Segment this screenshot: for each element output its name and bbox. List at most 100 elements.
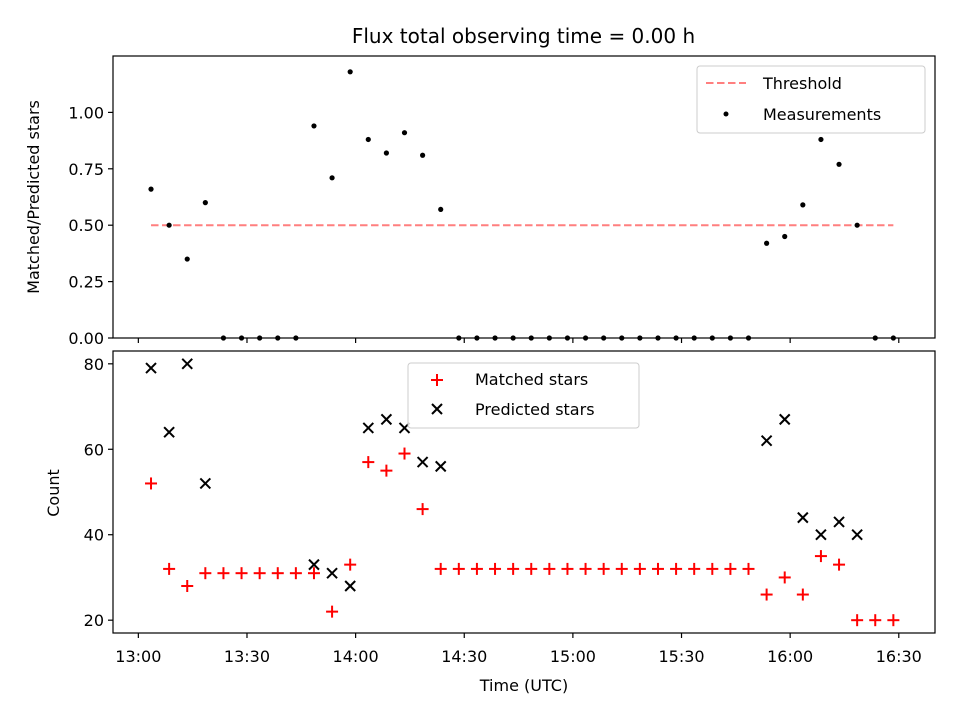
- matched-star-point: [489, 562, 502, 575]
- measurement-point: [347, 69, 353, 75]
- predicted-star-stroke: [362, 422, 374, 434]
- chart-title: Flux total observing time = 0.00 h: [352, 24, 695, 48]
- measurement-point: [383, 150, 389, 156]
- bottom-axes-frame: [112, 350, 936, 634]
- measurement-point: [438, 206, 444, 213]
- predicted-star-stroke: [145, 362, 157, 374]
- matched-star-point: [778, 571, 791, 584]
- matched-star-point: [326, 605, 339, 618]
- predicted-star-point: [163, 426, 175, 438]
- measurement-point: [401, 130, 408, 136]
- bottom-y-tick-label: 60: [84, 440, 104, 459]
- predicted-star-point: [416, 456, 429, 468]
- predicted-star-point: [344, 580, 356, 592]
- matched-star-point: [814, 550, 827, 563]
- bottom-y-tick-label: 80: [84, 355, 104, 374]
- bottom-y-tick-label: 40: [84, 526, 104, 545]
- predicted-star-point: [435, 460, 447, 473]
- matched-star-point: [706, 562, 719, 575]
- x-tick-label: 13:30: [224, 647, 270, 666]
- matched-star-point: [199, 567, 212, 580]
- matched-star-point: [289, 567, 302, 580]
- predicted-star-point: [362, 422, 374, 434]
- matched-star-point: [615, 562, 628, 575]
- measurement-point: [854, 222, 860, 228]
- matched-star-point: [579, 562, 592, 575]
- x-tick-label: 13:00: [115, 647, 161, 666]
- measurement-point: [836, 161, 842, 167]
- matched-star-point: [724, 562, 737, 575]
- bottom-y-ticks: 20 40 60 80: [84, 355, 113, 630]
- measurement-point: [311, 123, 317, 129]
- predicted-star-point: [145, 362, 157, 374]
- predicted-star-stroke: [760, 435, 773, 447]
- x-tick-label: 16:30: [876, 647, 922, 666]
- legend-threshold-label: Threshold: [762, 74, 842, 93]
- measurement-point: [800, 202, 806, 208]
- predicted-star-point: [779, 413, 791, 426]
- predicted-star-stroke: [163, 426, 175, 438]
- measurement-point: [148, 186, 154, 192]
- legend-measurements-label: Measurements: [763, 105, 881, 124]
- predicted-star-stroke: [833, 516, 845, 528]
- measurement-point: [782, 233, 788, 240]
- predicted-star-stroke: [326, 567, 338, 579]
- predicted-star-point: [833, 516, 845, 528]
- matched-star-point: [434, 562, 447, 575]
- top-axes-frame: [112, 55, 936, 339]
- legend-predicted-swatch: [431, 403, 443, 415]
- measurement-point: [329, 175, 335, 181]
- matched-star-point: [760, 588, 773, 601]
- matched-stars-series: [145, 447, 900, 627]
- matched-star-point: [688, 562, 701, 575]
- measurement-point: [202, 200, 208, 206]
- predicted-star-stroke: [199, 477, 212, 490]
- measurement-point: [166, 222, 172, 228]
- top-x-ticks: [137, 338, 900, 343]
- top-y-tick-label: 1.00: [68, 103, 104, 122]
- matched-star-point: [253, 567, 266, 580]
- top-legend: Threshold Measurements: [696, 65, 926, 134]
- matched-star-point: [362, 456, 375, 469]
- matched-star-point: [796, 588, 809, 601]
- predicted-star-point: [308, 558, 320, 571]
- matched-star-point: [344, 558, 357, 571]
- matched-star-point: [307, 567, 320, 580]
- top-y-axis-label: Matched/Predicted stars: [24, 100, 43, 294]
- predicted-star-stroke: [380, 413, 393, 426]
- predicted-star-point: [797, 511, 809, 524]
- predicted-star-point: [326, 567, 338, 579]
- matched-star-point: [507, 562, 520, 575]
- measurement-point: [184, 256, 190, 262]
- predicted-star-stroke: [308, 558, 320, 571]
- predicted-star-point: [851, 529, 863, 541]
- bottom-y-axis-label: Count: [44, 469, 63, 517]
- matched-star-point: [651, 562, 664, 575]
- top-y-ticks: 0.00 0.25 0.50 0.75 1.00: [68, 103, 113, 348]
- measurement-point: [420, 152, 426, 158]
- top-y-tick-label: 0.00: [68, 329, 104, 348]
- top-y-tick-label: 0.25: [68, 273, 104, 292]
- bottom-x-ticks: 13:00 13:30 14:00 14:30 15:00 15:30 16:00 16:30: [115, 633, 922, 666]
- legend-predicted-label: Predicted stars: [475, 400, 595, 419]
- matched-star-point: [597, 562, 610, 575]
- predicted-star-point: [815, 529, 827, 541]
- x-tick-label: 16:00: [767, 647, 813, 666]
- bottom-y-tick-label: 20: [84, 611, 104, 630]
- matched-star-point: [633, 562, 646, 575]
- predicted-star-point: [760, 435, 773, 447]
- matched-star-point: [543, 562, 556, 575]
- matched-star-point: [833, 558, 846, 571]
- predicted-star-point: [380, 413, 393, 426]
- top-y-tick-label: 0.50: [68, 216, 104, 235]
- predicted-star-stroke: [416, 456, 429, 468]
- matched-star-point: [398, 447, 411, 460]
- predicted-star-point: [199, 477, 212, 490]
- predicted-stars-series: [145, 358, 863, 592]
- measurement-point: [365, 136, 371, 143]
- matched-star-point: [380, 464, 393, 477]
- bottom-legend-frame: [407, 362, 640, 429]
- top-legend-frame: [696, 65, 926, 134]
